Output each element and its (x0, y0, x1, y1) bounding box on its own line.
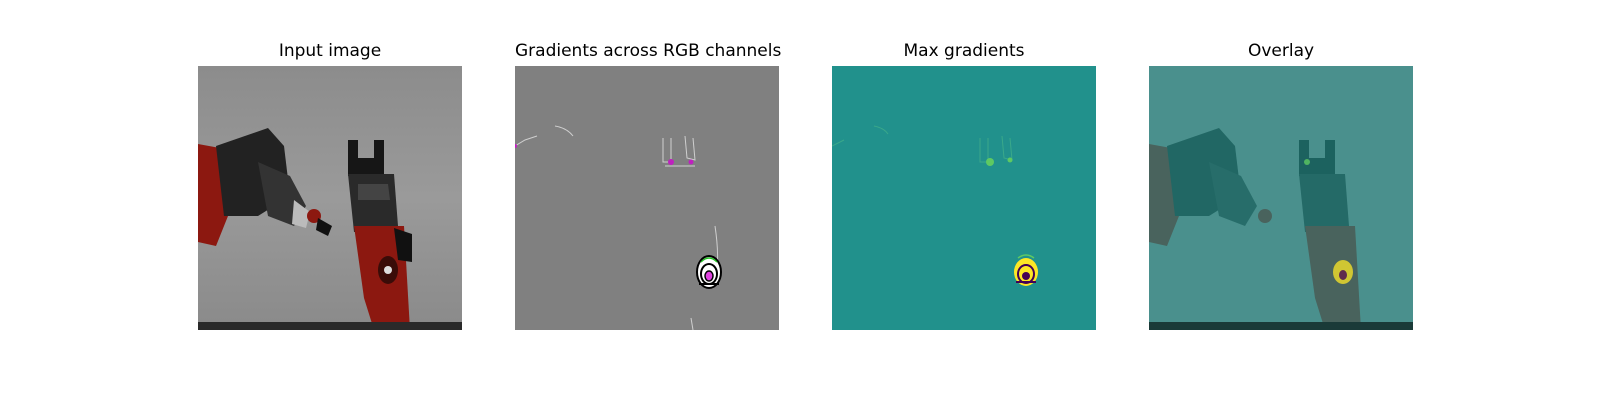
gripper-gradient-spots (515, 144, 694, 165)
panel-title-overlay: Overlay (1247, 41, 1315, 61)
heatmap-background (832, 66, 1096, 330)
heatmap-tint (1149, 66, 1413, 330)
overlay-heat-spots (1304, 159, 1353, 284)
end-effector-heat-pattern (1014, 254, 1038, 286)
overlay-bottom-shadow (1149, 322, 1413, 330)
gripper-heat-spots (986, 157, 1013, 166)
input-image-panel (198, 66, 462, 330)
panel-title-rgb-gradients: Gradients across RGB channels (515, 41, 782, 61)
bottom-shadow (198, 322, 462, 330)
max-gradients-panel (832, 66, 1096, 330)
rgb-gradients-panel (515, 66, 779, 330)
rgb-gradients-image (515, 66, 779, 330)
overlay-image (1149, 66, 1413, 330)
overlay-panel (1149, 66, 1413, 330)
max-gradients-heatmap (832, 66, 1096, 330)
right-robot-arm (348, 140, 412, 330)
panel-title-input-image: Input image (278, 41, 382, 61)
left-robot-arm (198, 128, 332, 246)
end-effector-gradient-pattern (696, 255, 722, 289)
gradient-background (515, 66, 779, 330)
panel-title-max-gradients: Max gradients (903, 41, 1025, 61)
input-image (198, 66, 462, 330)
